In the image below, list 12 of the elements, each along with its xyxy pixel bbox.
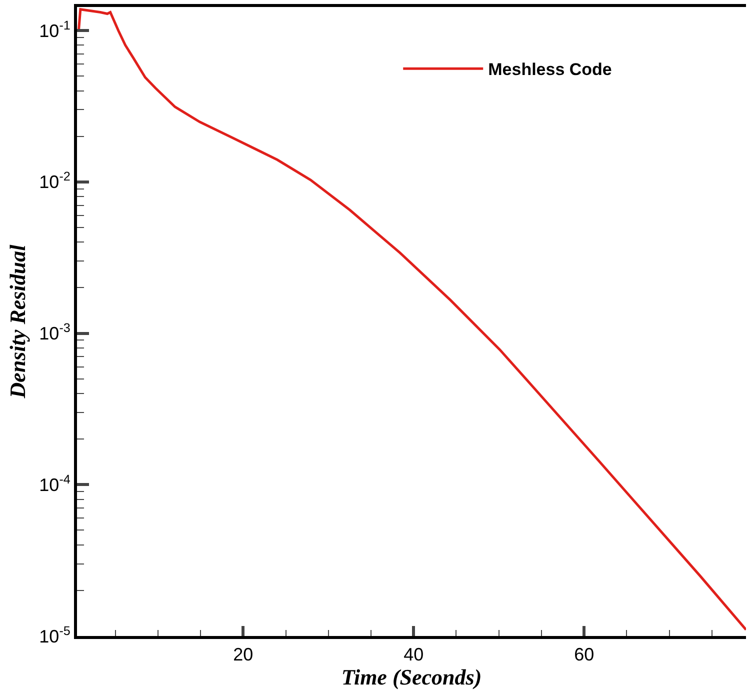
x-tick-label: 60 (574, 644, 594, 665)
y-tick-label: 10$^{-4}$ (39, 472, 70, 495)
y-axis-title: Density Residual (4, 244, 30, 400)
y-tick-label: 10$^{-3}$ (39, 321, 70, 344)
legend-label: Meshless Code (488, 60, 612, 80)
x-axis-title: Time (Seconds) (341, 664, 482, 690)
y-tick-label: 10$^{-1}$ (39, 18, 70, 41)
line-series (77, 8, 746, 631)
x-tick-label: 40 (404, 644, 424, 665)
y-tick-label: 10$^{-5}$ (39, 624, 70, 646)
x-tick-label: 20 (233, 644, 254, 665)
y-tick-label: 10$^{-2}$ (39, 170, 70, 192)
